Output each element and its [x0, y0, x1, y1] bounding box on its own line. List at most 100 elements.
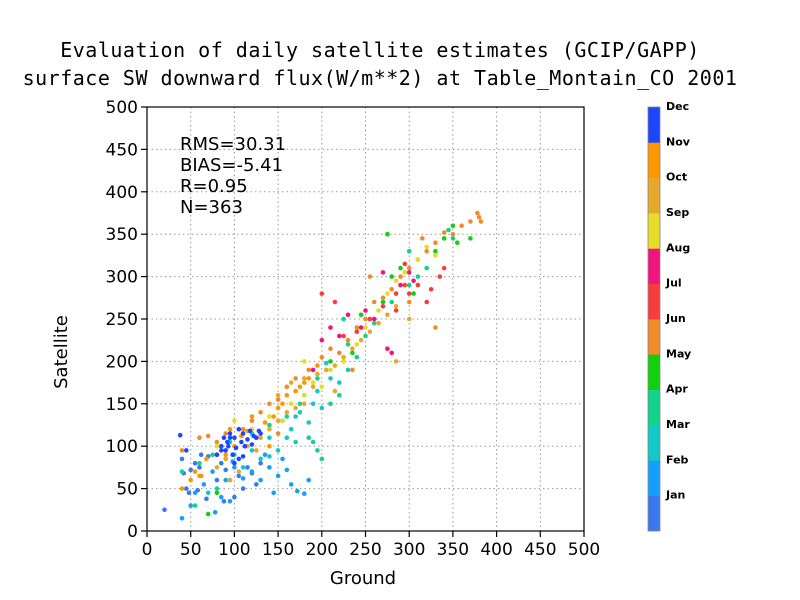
data-point-oct: [358, 337, 364, 343]
data-point-dec: [240, 431, 246, 436]
data-point-jul: [402, 282, 408, 288]
colorbar-swatch-jun: [648, 319, 660, 355]
data-point-oct: [275, 418, 281, 424]
data-point-jan: [184, 486, 189, 491]
y-tick-label: 300: [106, 268, 138, 288]
data-point-jul: [424, 299, 430, 305]
data-point-mar: [310, 401, 316, 407]
data-point-jun: [459, 223, 464, 228]
data-point-jun: [354, 325, 360, 330]
data-point-jun: [406, 265, 412, 271]
data-point-may: [411, 291, 416, 296]
data-point-jul: [441, 265, 447, 271]
data-point-aug: [411, 278, 416, 284]
data-point-sep: [288, 401, 294, 407]
x-tick-label: 350: [437, 540, 469, 560]
colorbar-label-jan: Jan: [665, 489, 685, 502]
colorbar-label-jul: Jul: [665, 277, 682, 290]
x-tick-label: 250: [349, 540, 381, 560]
data-point-jun: [197, 435, 202, 441]
colorbar-label-sep: Sep: [666, 206, 689, 219]
data-point-mar: [205, 490, 211, 496]
data-point-apr: [363, 333, 368, 339]
data-point-nov: [262, 420, 268, 425]
colorbar-label-jun: Jun: [665, 312, 686, 325]
data-point-apr: [406, 282, 412, 288]
data-point-dec: [253, 435, 259, 441]
data-point-jan: [223, 467, 228, 473]
colorbar-swatch-nov: [648, 142, 660, 178]
data-point-jun: [433, 240, 438, 245]
data-point-sep: [214, 443, 220, 449]
data-point-dec: [242, 443, 248, 449]
data-point-feb: [249, 469, 255, 474]
data-point-jun: [450, 231, 456, 237]
data-point-mar: [284, 435, 290, 441]
x-tick-label: 150: [262, 540, 294, 560]
data-point-apr: [210, 452, 215, 458]
colorbar-label-mar: Mar: [666, 418, 690, 431]
x-tick-label: 100: [218, 540, 250, 560]
data-point-jul: [402, 261, 408, 267]
colorbar-swatch-oct: [648, 177, 660, 214]
chart-title: Evaluation of daily satellite estimates …: [60, 38, 700, 62]
data-point-jun: [275, 431, 281, 436]
data-point-jun: [267, 401, 272, 407]
data-point-aug: [358, 325, 364, 330]
data-point-apr: [319, 456, 325, 462]
y-tick-label: 0: [127, 522, 138, 542]
data-point-dec: [219, 448, 224, 453]
data-point-mar: [345, 367, 351, 373]
data-point-oct: [236, 469, 242, 474]
data-point-jun: [328, 346, 333, 352]
data-point-dec: [245, 437, 250, 442]
data-point-nov: [271, 414, 277, 419]
data-point-jan: [204, 496, 209, 502]
data-point-jun: [205, 433, 211, 439]
data-point-jun: [345, 337, 351, 343]
axis-ticks: 0 50 100 150 200 250 300 350 400 450 500 0 50 100 150 2…: [106, 98, 601, 560]
data-point-jan: [188, 467, 193, 473]
grid-lines: [147, 107, 584, 531]
data-point-mar: [293, 414, 298, 419]
data-point-jun: [249, 418, 255, 424]
y-tick-label: 150: [106, 395, 138, 415]
data-point-nov: [227, 426, 233, 432]
data-point-dec: [240, 454, 246, 459]
colorbar-swatch-may: [648, 354, 660, 390]
data-point-aug: [380, 270, 386, 275]
data-point-dec: [247, 428, 253, 434]
y-tick-label: 200: [106, 352, 138, 372]
y-tick-label: 50: [116, 480, 138, 500]
data-point-aug: [363, 308, 368, 313]
y-tick-label: 250: [106, 310, 138, 330]
data-point-jun: [424, 248, 430, 254]
data-point-aug: [328, 325, 333, 330]
data-point-jun: [240, 426, 246, 432]
data-point-aug: [319, 337, 325, 343]
data-point-apr: [337, 393, 342, 398]
colorbar-swatch-feb: [648, 460, 660, 496]
colorbar-frame: [647, 106, 661, 532]
data-point-nov: [179, 486, 185, 491]
data-point-jul: [319, 291, 325, 296]
colorbar-swatch-jan: [648, 495, 660, 532]
data-point-jan: [198, 452, 204, 458]
data-point-jul: [332, 299, 338, 305]
data-point-jul: [380, 304, 386, 309]
data-point-jun: [468, 219, 473, 224]
data-point-apr: [297, 401, 303, 407]
data-point-apr: [424, 265, 430, 271]
data-point-jun: [293, 376, 298, 381]
data-point-jan: [253, 482, 259, 487]
data-point-apr: [179, 469, 185, 474]
data-point-jan: [197, 465, 202, 470]
data-point-apr: [328, 401, 333, 407]
colorbar-swatch-apr: [648, 389, 660, 426]
data-point-may: [205, 511, 211, 517]
data-point-feb: [262, 452, 268, 458]
data-point-jan: [179, 456, 185, 462]
data-point-feb: [275, 473, 281, 479]
